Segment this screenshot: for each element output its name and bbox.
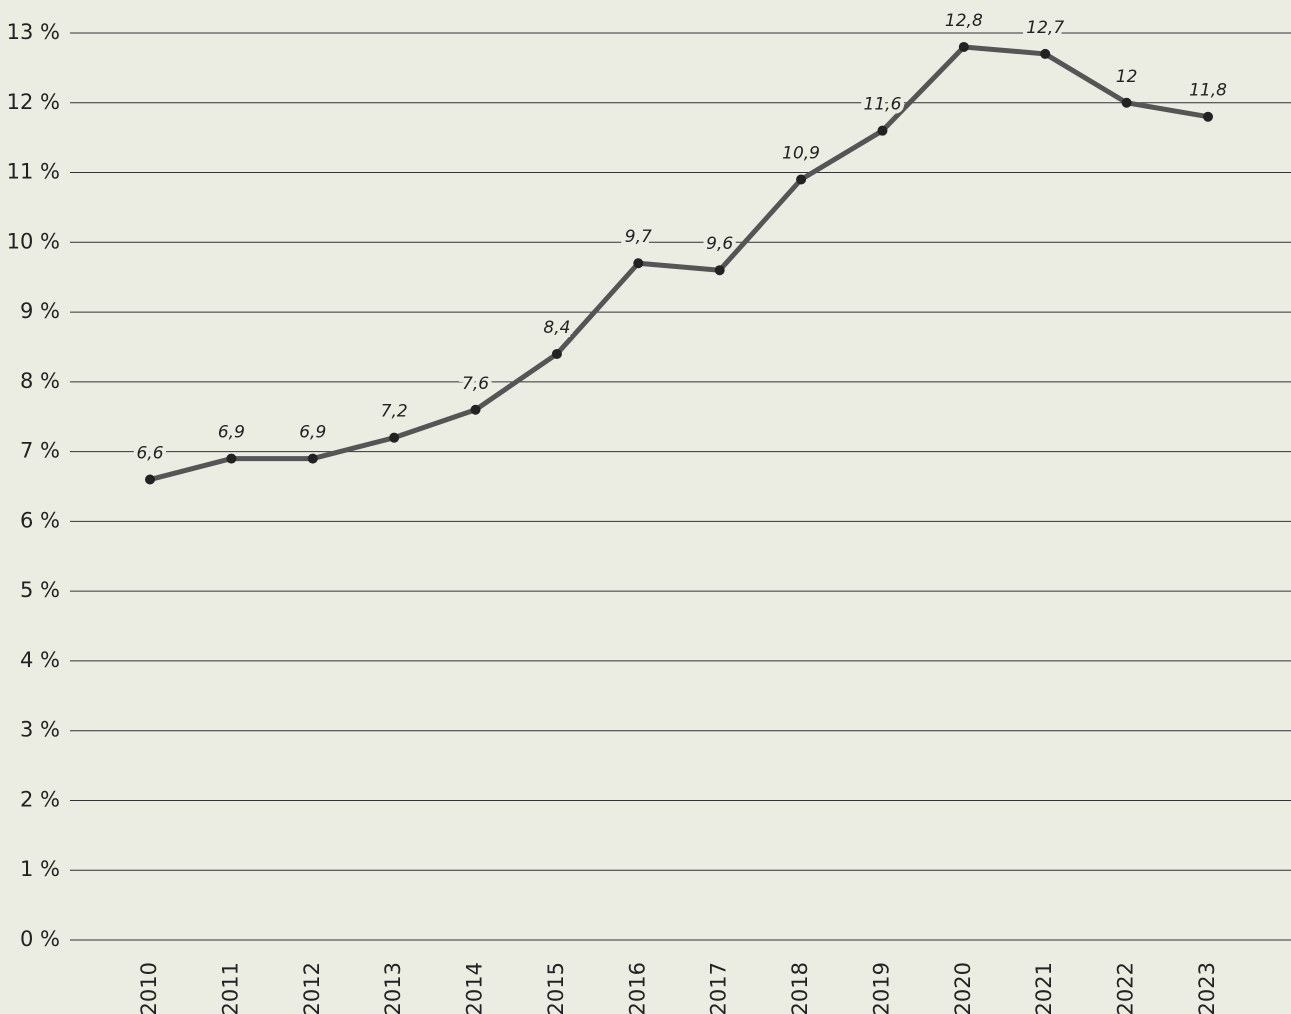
marker — [633, 258, 644, 269]
y-tick-label: 13 % — [7, 20, 60, 44]
y-tick-label: 9 % — [20, 299, 60, 323]
marker — [145, 474, 155, 485]
value-label: 6,6 — [136, 444, 163, 464]
marker — [470, 404, 481, 415]
x-tick-label: 2019 — [869, 962, 893, 1014]
y-tick-label: 0 % — [20, 927, 60, 951]
marker — [551, 348, 562, 359]
x-tick-label: 2022 — [1114, 962, 1138, 1014]
marker — [389, 432, 400, 443]
value-label: 12,7 — [1026, 18, 1064, 38]
x-tick-label: 2023 — [1195, 962, 1219, 1014]
y-tick-label: 11 % — [7, 160, 60, 184]
marker — [307, 453, 318, 464]
marker — [1040, 48, 1051, 59]
x-tick-label: 2014 — [463, 962, 487, 1014]
value-label: 8,4 — [543, 318, 570, 338]
value-label: 9,6 — [706, 234, 733, 254]
y-tick-label: 7 % — [20, 439, 60, 463]
value-label: 10,9 — [782, 144, 820, 164]
value-label: 11,8 — [1189, 81, 1227, 101]
value-label: 11,6 — [864, 95, 902, 115]
y-tick-label: 12 % — [7, 90, 60, 114]
y-tick-label: 5 % — [20, 578, 60, 602]
marker — [714, 265, 725, 276]
x-tick-label: 2012 — [300, 962, 324, 1014]
value-label: 7,6 — [462, 374, 489, 394]
marker — [1203, 111, 1213, 122]
y-tick-label: 3 % — [20, 718, 60, 742]
y-tick-label: 2 % — [20, 787, 60, 811]
x-tick-label: 2021 — [1032, 962, 1056, 1014]
value-label: 12,8 — [945, 11, 983, 31]
y-tick-label: 4 % — [20, 648, 60, 672]
value-label: 12 — [1116, 67, 1138, 87]
value-label: 6,9 — [218, 423, 245, 443]
x-tick-label: 2010 — [137, 962, 161, 1014]
marker — [877, 125, 888, 136]
marker — [226, 453, 237, 464]
marker — [958, 41, 969, 52]
x-tick-label: 2015 — [544, 962, 568, 1014]
y-tick-label: 6 % — [20, 508, 60, 532]
marker — [796, 174, 807, 185]
marker — [1121, 97, 1132, 108]
line — [149, 44, 1209, 482]
y-tick-label: 8 % — [20, 369, 60, 393]
y-tick-label: 1 % — [20, 857, 60, 881]
x-tick-label: 2013 — [381, 962, 405, 1014]
value-label: 7,2 — [381, 402, 408, 422]
x-tick-label: 2017 — [707, 962, 731, 1014]
y-tick-label: 10 % — [7, 229, 60, 253]
x-tick-label: 2020 — [951, 962, 975, 1014]
value-label: 6,9 — [299, 423, 326, 443]
x-tick-label: 2011 — [218, 962, 242, 1014]
x-tick-label: 2016 — [625, 962, 649, 1014]
x-tick-label: 2018 — [788, 962, 812, 1014]
value-label: 9,7 — [625, 227, 652, 247]
